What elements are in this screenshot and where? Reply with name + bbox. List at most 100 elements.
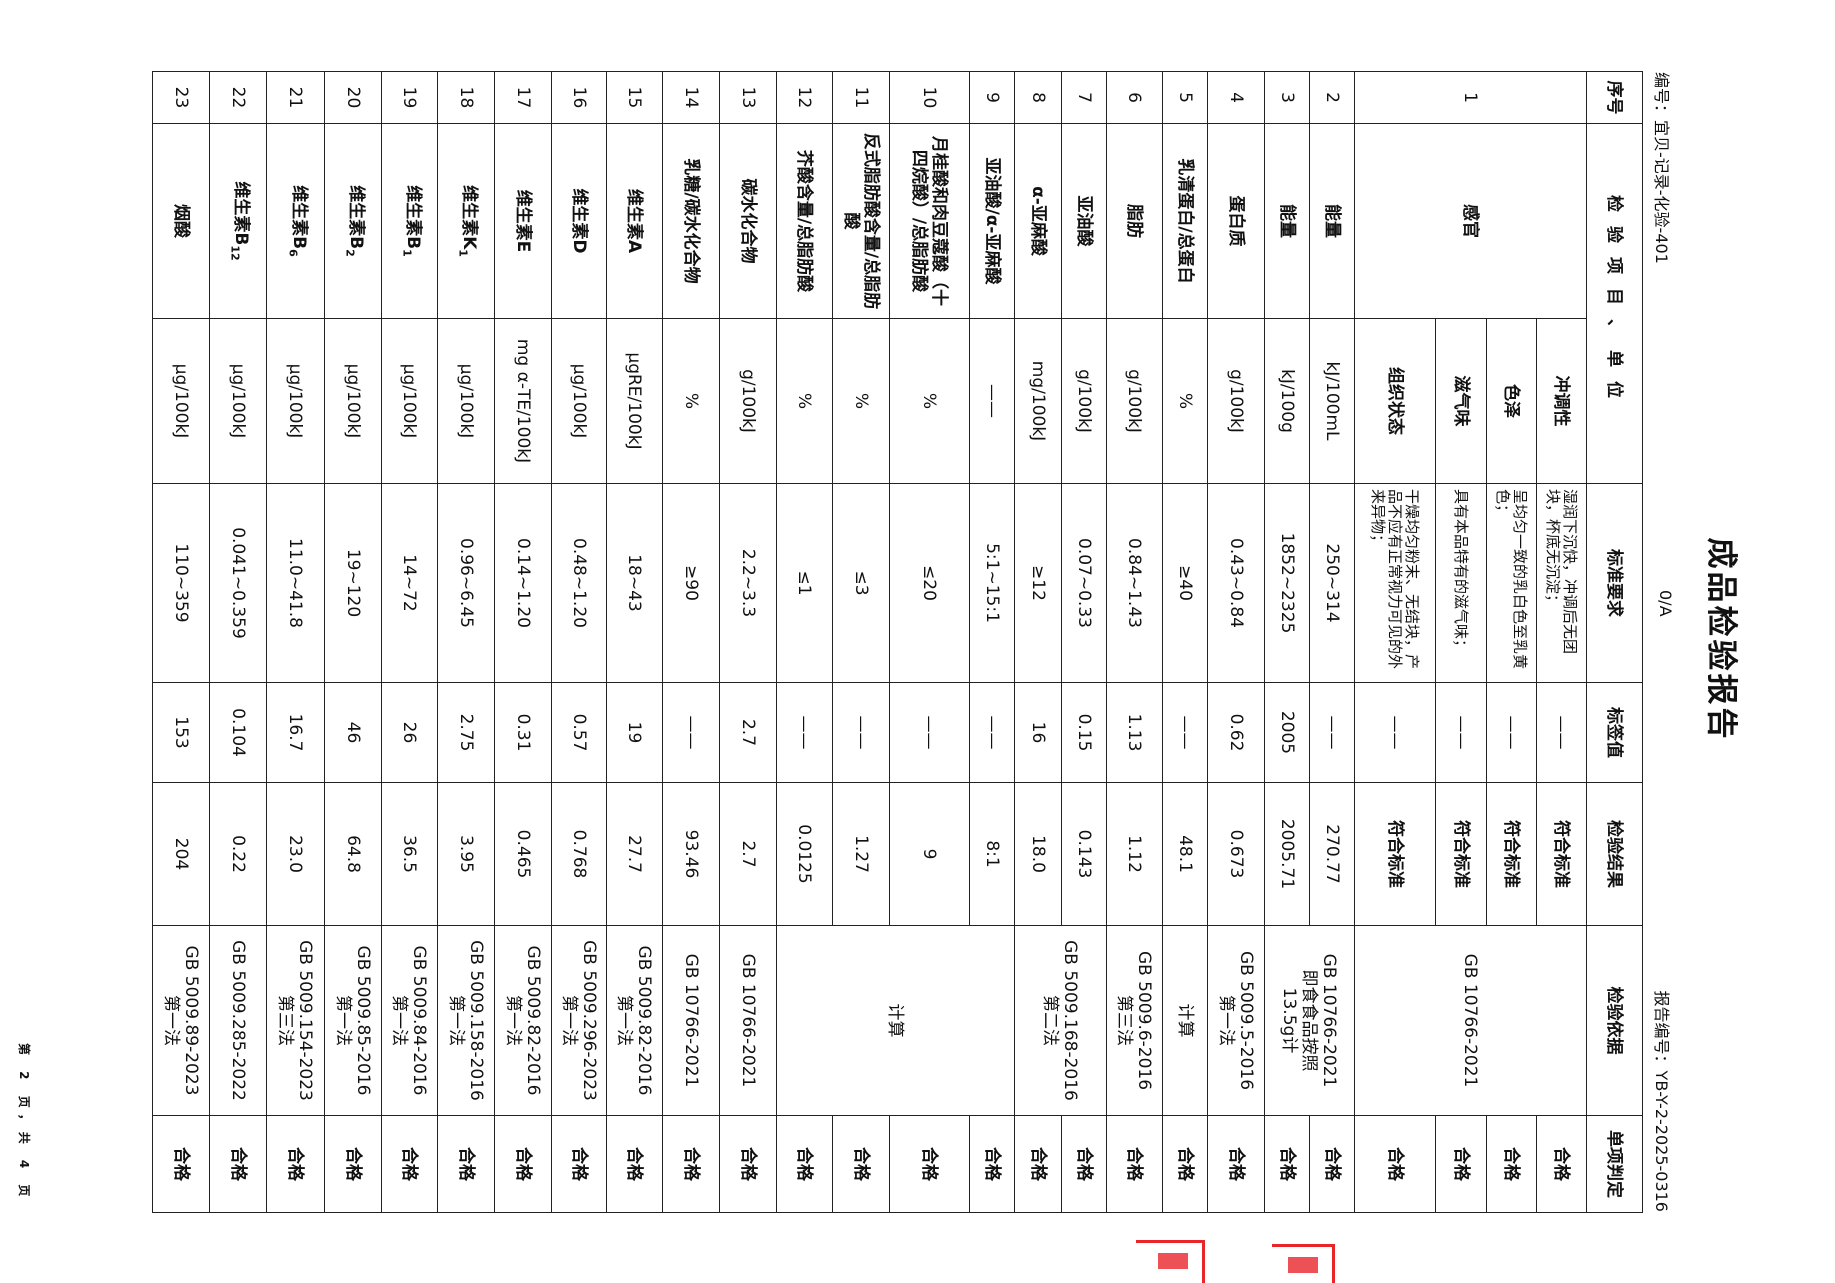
item-subscript: 2 (343, 249, 357, 257)
basis-line: GB 5009.285-2022 (228, 940, 248, 1101)
table-header-row: 序号 检验项目、单位 标准要求 标签值 检验结果 检验依据 单项判定 (1586, 71, 1643, 1213)
cell-basis: GB 5009.85-2016 第一法 (324, 925, 382, 1116)
basis-line: 第一法 (1216, 995, 1236, 1046)
cell-standard: ≤1 (776, 483, 833, 683)
cell-verdict: 合格 (969, 1115, 1015, 1213)
cell-standard: 18~43 (606, 483, 663, 683)
item-name: 碳水化合物 (738, 178, 758, 264)
cell-unit: μg/100kJ (324, 318, 382, 484)
table-row: 14 乳糖/碳水化合物% ≥90 —— 93.46 GB 10766-2021 合格 (662, 71, 720, 1213)
cell-label-value: 0.62 (1207, 682, 1265, 783)
cell-standard: 5:1~15:1 (969, 483, 1015, 683)
basis-line: GB 10766-2021 (738, 953, 758, 1088)
cell-standard: ≥90 (662, 483, 720, 683)
cell-label-value: 2005 (1264, 682, 1310, 783)
cell-item: 维生素B12 (209, 123, 267, 319)
report-number: 报告编号：YB-Y-2-2025-0316 (1652, 990, 1671, 1212)
cell-standard: 14~72 (381, 483, 438, 683)
basis-line: 第二法 (1040, 995, 1061, 1046)
cell-basis: GB 5009.89-2023 第一法 (152, 925, 210, 1116)
cell-label-value: —— (776, 682, 833, 783)
cell-label-value: 2.75 (437, 682, 495, 783)
cell-basis: 计算 (1162, 925, 1208, 1116)
cell-seq: 15 (606, 71, 663, 124)
cell-standard: 干燥均匀粉末、无结块，产品不应有正常视力可见的外来异物； (1354, 483, 1436, 683)
cell-unit: % (889, 318, 970, 484)
cell-item: 脂肪 (1106, 123, 1163, 319)
red-seal-stamp (1272, 1244, 1335, 1283)
item-name: 维生素D (569, 188, 589, 254)
cell-item: 维生素K1 (437, 123, 495, 319)
basis-line: 第一法 (333, 995, 353, 1046)
basis-line: GB 5009.85-2016 (353, 945, 373, 1096)
cell-seq: 17 (494, 71, 552, 124)
cell-item: 维生素B1 (381, 123, 438, 319)
basis-line: 第一法 (559, 995, 579, 1046)
cell-result: 1.27 (832, 782, 890, 926)
cell-verdict: 合格 (209, 1115, 267, 1213)
cell-standard: ≤3 (832, 483, 890, 683)
item-name: α-亚麻酸 (1028, 186, 1048, 256)
item-name: 能量 (1322, 204, 1342, 238)
cell-verdict: 合格 (662, 1115, 720, 1213)
cell-result: 2005.71 (1264, 782, 1310, 926)
table-row: 15 维生素A μgRE/100kJ 18~43 19 27.7 GB 5009.82-20… (606, 71, 663, 1213)
cell-seq: 23 (152, 71, 210, 124)
table-row: 6 脂肪 g/100kJ 0.84~1.43 1.13 1.12 GB 5009.6-201… (1106, 71, 1163, 1213)
report-title: 成品检验报告 (1703, 537, 1739, 742)
cell-seq: 21 (266, 71, 325, 124)
basis-line: 第一法 (446, 995, 466, 1046)
header-seq: 序号 (1586, 71, 1643, 124)
basis-line: GB 5009.296-2023 (579, 940, 599, 1101)
cell-label-value: 19 (606, 682, 663, 783)
cell-standard: 具有本品特有的滋气味； (1435, 483, 1487, 683)
cell-verdict: 合格 (1264, 1115, 1310, 1213)
item-name: 月桂酸和肉豆蔻酸（十四烷酸）/总脂肪酸 (909, 136, 950, 306)
cell-seq: 18 (437, 71, 495, 124)
cell-result: 36.5 (381, 782, 438, 926)
cell-result: 2.7 (719, 782, 777, 926)
basis-line: 第三法 (1114, 995, 1135, 1046)
cell-unit: μg/100kJ (437, 318, 495, 484)
cell-standard: 2.2~3.3 (719, 483, 777, 683)
cell-result: 64.8 (324, 782, 382, 926)
basis-line: 第三法 (275, 995, 296, 1046)
cell-result: 0.143 (1061, 782, 1107, 926)
cell-standard: 1852~2325 (1264, 483, 1310, 683)
cell-standard: ≤20 (889, 483, 970, 683)
cell-result: 3.95 (437, 782, 495, 926)
table-row: 23 烟酸 μg/100kJ 110~359 153 204 GB 5009.89-2023… (152, 71, 210, 1213)
cell-standard: ≥40 (1162, 483, 1208, 683)
basis-line: GB 5009.82-2016 (634, 945, 655, 1096)
cell-result: 0.0125 (776, 782, 833, 926)
cell-seq: 5 (1162, 71, 1208, 124)
cell-item: 感官 (1354, 123, 1587, 319)
cell-verdict: 合格 (266, 1115, 325, 1213)
item-name: 蛋白质 (1226, 195, 1246, 247)
cell-seq: 3 (1264, 71, 1310, 124)
header-standard: 标准要求 (1586, 483, 1643, 683)
cell-verdict: 合格 (1435, 1115, 1487, 1213)
basis-line: 13.5g计 (1279, 987, 1300, 1054)
cell-seq: 1 (1354, 71, 1587, 124)
item-name: 维生素B (402, 185, 423, 250)
cell-result: 93.46 (662, 782, 720, 926)
cell-standard: 0.041~0.359 (209, 483, 267, 683)
cell-basis: GB 5009.168-2016 第二法 (1014, 925, 1107, 1116)
basis-line: GB 10766-2021 (1319, 953, 1340, 1088)
cell-standard: 呈均匀一致的乳白色至乳黄色； (1486, 483, 1537, 683)
basis-line: GB 5009.158-2016 (466, 940, 486, 1101)
table-row: 7 亚油酸 g/100kJ 0.07~0.33 0.15 0.143 GB 5009.168… (1014, 71, 1107, 1213)
cell-standard: 11.0~41.8 (266, 483, 325, 683)
cell-verdict: 合格 (494, 1115, 552, 1213)
cell-item: 乳清蛋白/总蛋白 (1162, 123, 1208, 319)
table-row: 18 维生素K1 μg/100kJ 0.96~6.45 2.75 3.95 GB 5009.… (437, 71, 495, 1213)
item-subscript: 1 (456, 249, 470, 257)
cell-label-value: —— (1435, 682, 1487, 783)
cell-label-value: —— (832, 682, 890, 783)
cell-label-value: —— (662, 682, 720, 783)
cell-basis: GB 5009.5-2016 第一法 (1207, 925, 1265, 1116)
cell-standard: 0.96~6.45 (437, 483, 495, 683)
cell-basis: GB 5009.158-2016 第一法 (437, 925, 495, 1116)
cell-standard: 0.43~0.84 (1207, 483, 1265, 683)
